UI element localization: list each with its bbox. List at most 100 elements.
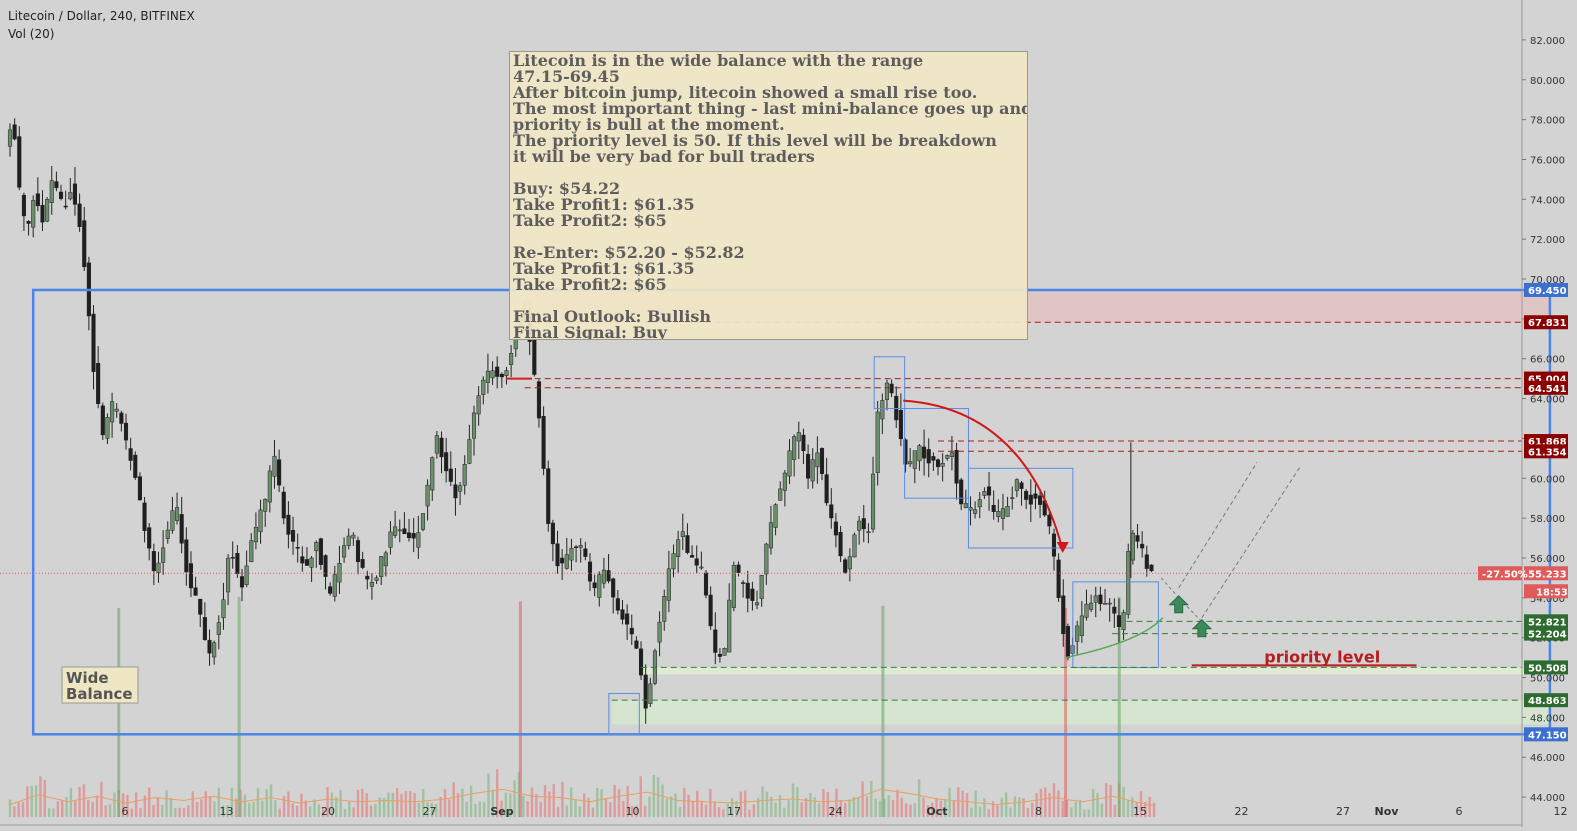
volume-bar [335, 797, 338, 817]
volume-bar [656, 777, 660, 817]
note-line: The priority level is 50. If this level … [513, 131, 997, 150]
candle-body [290, 530, 296, 542]
candle-body [7, 129, 13, 147]
y-tick-label: 82.000 [1530, 36, 1565, 47]
price-tag-label: 69.450 [1528, 286, 1567, 297]
volume-bar [652, 774, 655, 817]
candle-body [1010, 497, 1015, 499]
candle-body [499, 373, 504, 378]
candle-body [123, 422, 129, 441]
volume-bar [1100, 803, 1104, 817]
volume-bar [243, 794, 247, 817]
candle-body [397, 529, 402, 532]
candle-body [425, 484, 430, 507]
volume-bar [108, 804, 112, 817]
candle-body [328, 586, 333, 594]
candle-body [119, 412, 124, 424]
volume-bar [691, 801, 695, 817]
volume-bar [835, 788, 838, 817]
candle-body [1061, 595, 1066, 635]
candle-body [35, 193, 40, 207]
volume-bar [770, 796, 773, 817]
candle-body [717, 653, 722, 657]
volume-bar [395, 788, 399, 817]
volume-bar [100, 781, 103, 817]
volume-bar [630, 805, 634, 817]
mini-balance-box [904, 408, 969, 499]
candle-body [1028, 494, 1033, 505]
candle-body [1005, 506, 1010, 517]
candle-body [560, 557, 565, 564]
candle-body [430, 457, 435, 491]
candle-body [346, 535, 351, 546]
y-tick-label: 70.000 [1530, 275, 1565, 286]
volume-bar [787, 800, 790, 817]
candle-body [875, 411, 880, 473]
volume-bar [591, 807, 595, 817]
volume-bar [317, 804, 321, 817]
mini-balance-box [967, 467, 1074, 549]
volume-bar [752, 804, 756, 817]
volume-bar [191, 791, 194, 817]
red-curve-arrow [903, 399, 1064, 551]
volume-bar [287, 791, 290, 817]
buy-arrow-icon [1191, 618, 1213, 638]
volume-bar [291, 803, 294, 817]
volume-bar [991, 801, 995, 817]
volume-bar [948, 787, 951, 817]
volume-bar [200, 799, 203, 817]
candle-body [1140, 543, 1145, 549]
volume-bar [382, 797, 386, 817]
volume-bar [409, 791, 412, 817]
volume-bar [896, 789, 899, 817]
candle-body [982, 491, 987, 496]
note-line: 47.15-69.45 [513, 67, 620, 86]
y-tick-label: 80.000 [1530, 76, 1565, 87]
volume-bar [400, 793, 403, 817]
candle-body [1084, 603, 1089, 618]
countdown-tag: 18:53 [1536, 587, 1568, 598]
candle-body [323, 555, 328, 577]
mini-balance-box [873, 356, 906, 410]
candle-body [991, 505, 996, 512]
candle-body [583, 548, 588, 557]
candle-body [666, 568, 671, 601]
volume-bar [1096, 792, 1099, 817]
candle-body [833, 521, 838, 536]
volume-bar [1061, 800, 1064, 817]
candle-body [648, 683, 653, 704]
volume-bar [265, 789, 268, 817]
volume-bar [609, 802, 612, 817]
volume-indicator-label[interactable]: Vol (20) [8, 27, 55, 41]
volume-bar [1122, 786, 1125, 817]
candle-body [281, 491, 286, 519]
candle-body [411, 533, 416, 539]
candle-body [365, 575, 370, 580]
candle-body [898, 410, 903, 440]
volume-bar [804, 798, 808, 817]
x-tick-label: 6 [122, 805, 129, 818]
candle-body [745, 582, 750, 599]
x-tick-label: 22 [1235, 805, 1249, 818]
y-tick-label: 46.000 [1530, 753, 1565, 764]
candle-body [133, 454, 138, 478]
candle-body [685, 535, 690, 553]
candle-body [318, 538, 323, 565]
candle-body [355, 540, 361, 563]
volume-bar [452, 782, 455, 817]
volume-bar [1091, 788, 1095, 817]
candle-body [277, 459, 282, 486]
x-tick-label: 13 [220, 805, 234, 818]
candle-body [546, 468, 551, 524]
candle-body [1093, 595, 1098, 603]
volume-bar [269, 784, 273, 817]
price-tag-label: 67.831 [1528, 318, 1567, 329]
candle-body [1051, 533, 1057, 557]
volume-bar [635, 805, 638, 817]
volume-bar [535, 794, 538, 817]
candle-body [105, 416, 110, 439]
candle-body [847, 556, 852, 570]
candle-body [226, 557, 231, 593]
candle-body [754, 602, 760, 606]
